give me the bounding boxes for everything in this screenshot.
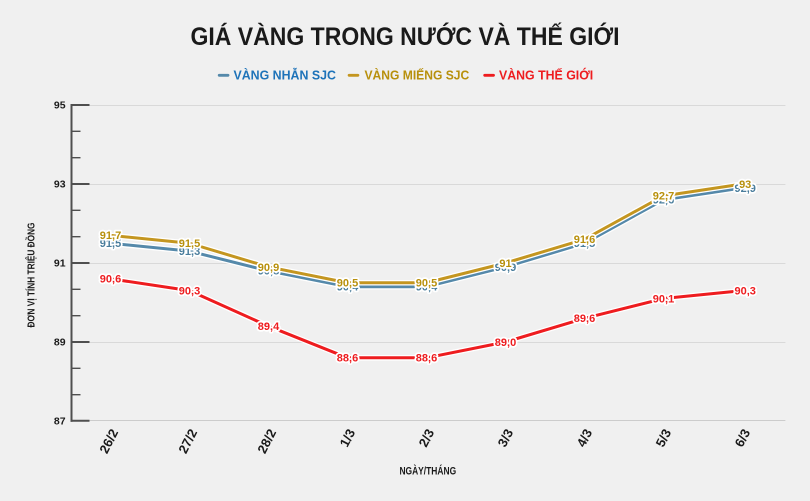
svg-text:93: 93 <box>54 179 66 191</box>
svg-text:3/3: 3/3 <box>495 426 517 449</box>
svg-text:VÀNG NHẪN SJC: VÀNG NHẪN SJC <box>234 68 337 83</box>
svg-text:2/3: 2/3 <box>416 426 438 449</box>
svg-text:91,5: 91,5 <box>100 238 121 250</box>
svg-text:91: 91 <box>54 258 66 270</box>
svg-text:91,5: 91,5 <box>179 238 200 250</box>
svg-text:91,3: 91,3 <box>179 246 200 258</box>
svg-text:88,6: 88,6 <box>416 353 437 365</box>
svg-text:ĐƠN VỊ TÍNH TRIỆU ĐỒNG: ĐƠN VỊ TÍNH TRIỆU ĐỒNG <box>25 222 38 327</box>
svg-text:90,3: 90,3 <box>734 285 755 297</box>
svg-text:91: 91 <box>499 258 511 270</box>
svg-text:95: 95 <box>54 100 66 112</box>
svg-text:90,9: 90,9 <box>495 262 516 274</box>
svg-text:89,0: 89,0 <box>495 337 516 349</box>
svg-text:91,7: 91,7 <box>100 230 121 242</box>
svg-text:88,6: 88,6 <box>337 353 358 365</box>
svg-text:93: 93 <box>739 179 751 191</box>
svg-text:90,4: 90,4 <box>416 282 438 294</box>
svg-text:VÀNG MIẾNG SJC: VÀNG MIẾNG SJC <box>365 68 470 83</box>
svg-text:92,9: 92,9 <box>734 183 755 195</box>
svg-text:90,1: 90,1 <box>653 293 674 305</box>
svg-text:90,5: 90,5 <box>337 278 358 290</box>
svg-text:90,3: 90,3 <box>179 285 200 297</box>
svg-text:1/3: 1/3 <box>337 426 359 449</box>
svg-text:90,6: 90,6 <box>100 274 121 286</box>
svg-text:90,9: 90,9 <box>258 262 279 274</box>
svg-text:NGÀY/THÁNG: NGÀY/THÁNG <box>399 464 456 477</box>
svg-text:90,5: 90,5 <box>416 278 437 290</box>
svg-text:89,4: 89,4 <box>258 321 280 333</box>
svg-text:89: 89 <box>54 337 66 349</box>
svg-text:90,8: 90,8 <box>258 266 279 278</box>
svg-text:4/3: 4/3 <box>574 426 596 449</box>
svg-text:5/3: 5/3 <box>653 426 675 449</box>
svg-text:89,6: 89,6 <box>574 313 595 325</box>
svg-text:VÀNG THẾ GIỚI: VÀNG THẾ GIỚI <box>499 68 593 83</box>
svg-text:87: 87 <box>54 416 66 428</box>
svg-text:92,6: 92,6 <box>653 195 674 207</box>
svg-text:92,7: 92,7 <box>653 191 674 203</box>
svg-text:GIÁ VÀNG TRONG NƯỚC VÀ THẾ GIỚ: GIÁ VÀNG TRONG NƯỚC VÀ THẾ GIỚI <box>191 23 620 51</box>
svg-text:6/3: 6/3 <box>732 426 754 449</box>
svg-text:90,4: 90,4 <box>337 282 359 294</box>
svg-text:91,5: 91,5 <box>574 238 595 250</box>
svg-text:91,6: 91,6 <box>574 234 595 246</box>
